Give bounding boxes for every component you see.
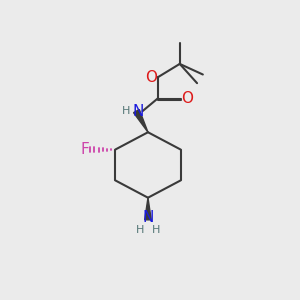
Text: O: O (181, 91, 193, 106)
Text: F: F (80, 142, 89, 157)
Polygon shape (134, 110, 148, 132)
Text: N: N (133, 103, 144, 118)
Text: O: O (146, 70, 158, 85)
Text: H: H (152, 225, 160, 235)
Text: H: H (136, 225, 144, 235)
Text: N: N (142, 210, 154, 225)
Text: H: H (122, 106, 130, 116)
Polygon shape (145, 198, 151, 220)
